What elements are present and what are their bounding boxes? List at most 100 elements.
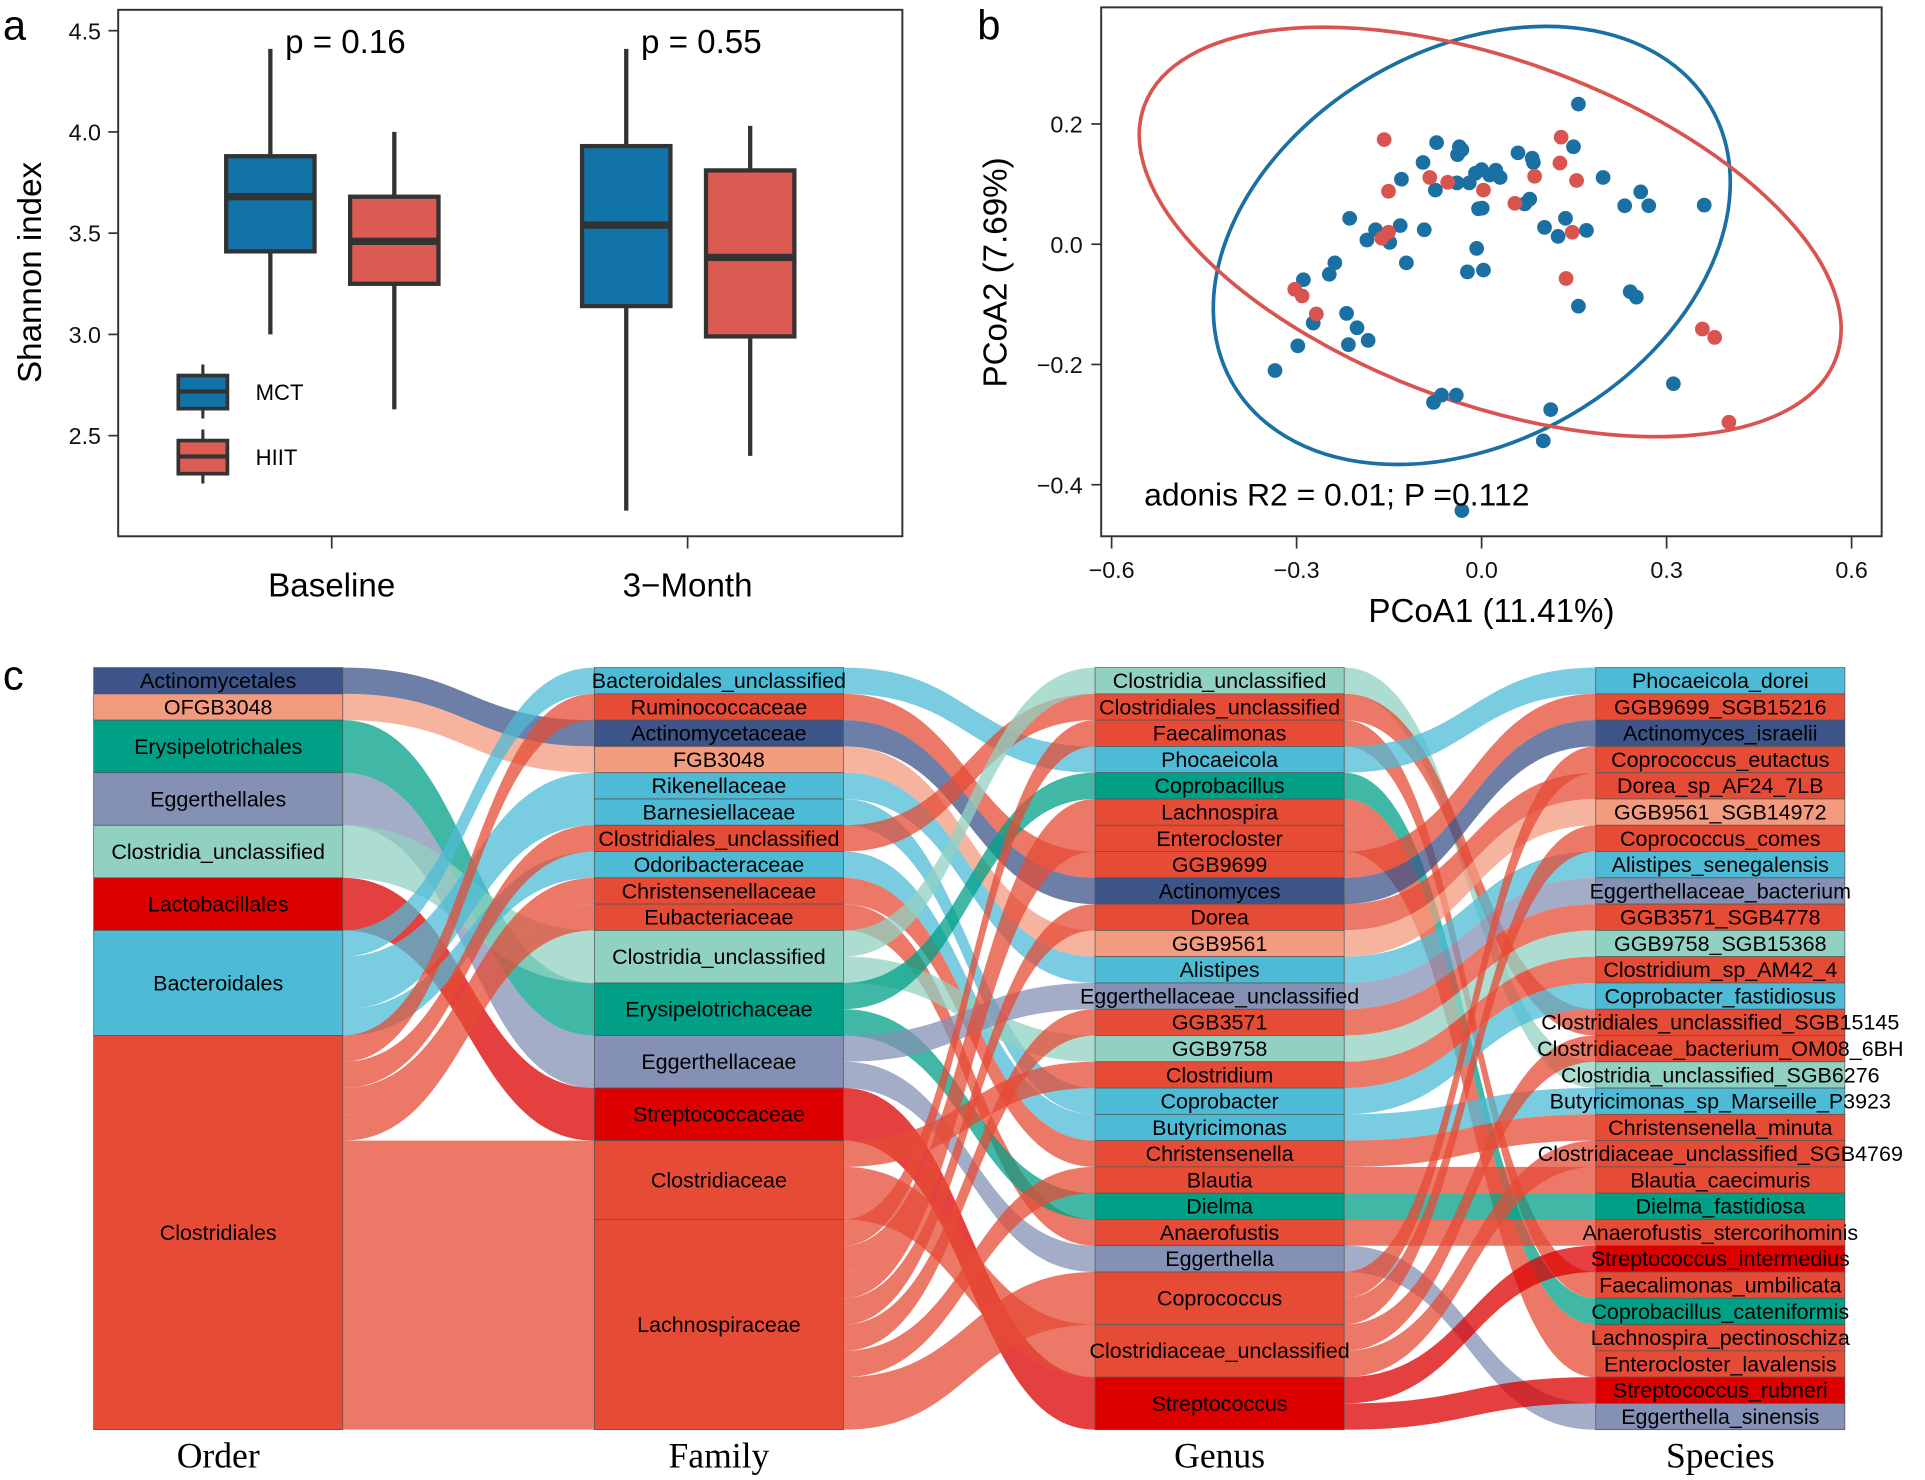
point-hiit (1422, 170, 1438, 185)
plot-frame-a (117, 8, 904, 538)
node-bar (1094, 824, 1345, 852)
point-mct (1543, 402, 1559, 417)
sankey-node: Faecalimonas (1094, 719, 1345, 747)
sankey-node: Lachnospira (1094, 798, 1345, 826)
flow-link (843, 904, 1096, 1325)
sankey-node: Eggerthellaceae_bacterium (1590, 877, 1851, 905)
flow-link (342, 693, 595, 1062)
node-bar (1595, 1403, 1846, 1431)
point-mct (1510, 145, 1526, 161)
node-label: Eggerthellaceae_bacterium (1590, 879, 1851, 903)
point-mct (1537, 220, 1552, 235)
node-label: Faecalimonas_umbilicata (1599, 1274, 1841, 1298)
point-hiit (1507, 195, 1523, 211)
sankey-node: Anaerofustis (1094, 1219, 1345, 1247)
p-value-annotation: p = 0.55 (641, 24, 762, 61)
node-label: Ruminococcaceae (631, 695, 808, 719)
sankey-node: Ruminococcaceae (593, 693, 844, 721)
node-bar (1595, 1376, 1846, 1404)
node-label: Clostridia_unclassified_SGB6276 (1561, 1063, 1880, 1087)
node-label: Actinomycetaceae (631, 722, 806, 746)
flow-link (1344, 877, 1596, 1010)
column-label-genus: Genus (1174, 1436, 1265, 1476)
node-bar (1094, 956, 1345, 984)
node-label: Blautia (1187, 1168, 1253, 1192)
sankey-node: Christensenellaceae (593, 877, 844, 905)
node-label: Odoribacteraceae (634, 853, 805, 877)
node-bar (1094, 1087, 1345, 1115)
flow-link (1344, 746, 1596, 1299)
node-label: Clostridiaceae_bacterium_OM08_6BH (1537, 1037, 1903, 1061)
flow-link (342, 1219, 595, 1430)
plot-frame-b (1100, 6, 1883, 538)
node-label: Clostridium_sp_AM42_4 (1603, 958, 1837, 982)
sankey-node: Coprobacter_fastidiosus (1595, 982, 1846, 1010)
node-label: Coprococcus (1157, 1287, 1282, 1311)
sankey-node: Streptococcaceae (593, 1087, 844, 1141)
flow-link (1344, 693, 1596, 878)
flow-link (342, 904, 595, 1141)
flow-link (1344, 1140, 1596, 1378)
sankey-node: Anaerofustis_stercorihominis (1582, 1219, 1858, 1247)
sankey-node: Clostridiaceae_unclassified_SGB4769 (1538, 1140, 1903, 1168)
point-mct (1392, 218, 1408, 233)
node-label: Coprobacter (1161, 1090, 1279, 1114)
point-mct (1571, 96, 1586, 112)
sankey-node: GGB9561_SGB14972 (1595, 798, 1846, 826)
node-label: GGB9699 (1172, 853, 1267, 877)
y-axis-label-b: PCoA2 (7.69%) (978, 157, 1015, 387)
flow-link (342, 825, 595, 1089)
sankey-node: Eggerthella (1094, 1245, 1345, 1273)
sankey-node: Coprobacter (1094, 1087, 1345, 1115)
node-label: Enterocloster (1156, 827, 1283, 851)
node-bar (1094, 1166, 1345, 1194)
sankey-node: Actinomyces (1094, 877, 1345, 905)
node-label: Streptococcus_rubneri (1613, 1379, 1828, 1403)
legend-label-hiit: HIIT (256, 445, 298, 470)
flow-link (843, 1272, 1096, 1430)
node-label: Coprococcus_comes (1620, 827, 1820, 851)
node-label: Streptococcaceae (633, 1103, 805, 1127)
sankey-node: Lactobacillales (93, 877, 344, 931)
sankey-node: Streptococcus_intermedius (1591, 1245, 1850, 1273)
node-label: Clostridiales_unclassified (598, 827, 839, 851)
sankey-node: Phocaeicola (1094, 746, 1345, 774)
point-mct (1399, 255, 1414, 271)
sankey-node: Eubacteriaceae (593, 903, 844, 931)
flow-link (342, 667, 595, 747)
point-mct (1666, 376, 1681, 392)
point-mct (1535, 433, 1551, 449)
node-label: Butyricimonas (1152, 1116, 1287, 1140)
x-tick-label-a: 3−Month (623, 567, 753, 604)
node-label: FGB3048 (673, 748, 765, 772)
node-label: Phocaeicola_dorei (1632, 669, 1809, 693)
flow-link (1344, 1245, 1596, 1430)
node-label: Christensenellaceae (622, 879, 817, 903)
panel-label-c: c (3, 652, 24, 699)
flow-link (1344, 1219, 1596, 1246)
node-bar (1595, 1113, 1846, 1141)
node-label: Dielma (1186, 1195, 1253, 1219)
sankey-node: Actinomyces_israelii (1595, 719, 1846, 747)
sankey-node: Phocaeicola_dorei (1595, 667, 1846, 695)
flow-link (342, 851, 595, 1036)
node-label: Alistipes (1180, 958, 1260, 982)
point-hiit (1564, 224, 1580, 240)
box-mct (224, 48, 317, 335)
point-mct (1267, 363, 1283, 378)
node-bar (593, 1219, 844, 1431)
node-bar (93, 877, 344, 931)
flow-link (1344, 1114, 1596, 1167)
point-hiit (1376, 132, 1392, 147)
point-mct (1641, 198, 1657, 214)
node-bar (1094, 1271, 1345, 1325)
point-mct (1349, 320, 1365, 336)
y-tick-label-b: −0.4 (1037, 472, 1083, 498)
node-label: Clostridiaceae (651, 1168, 787, 1192)
sankey-node: Dorea (1094, 903, 1345, 931)
node-label: GGB3571 (1172, 1011, 1267, 1035)
node-bar (1094, 719, 1345, 747)
node-bar (593, 1087, 844, 1141)
node-label: Dielma_fastidiosa (1636, 1195, 1806, 1219)
